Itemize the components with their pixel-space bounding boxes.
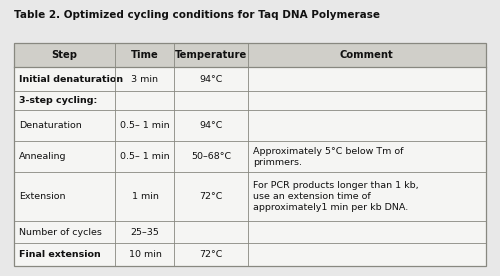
Text: Number of cycles: Number of cycles <box>18 228 102 237</box>
Bar <box>14 172 486 221</box>
Bar <box>14 43 486 266</box>
Bar <box>14 91 486 110</box>
Bar <box>14 141 486 172</box>
Text: 10 min: 10 min <box>128 250 162 259</box>
Bar <box>14 43 486 266</box>
Text: 94°C: 94°C <box>200 121 222 131</box>
Text: 1 min: 1 min <box>132 192 158 201</box>
Text: Annealing: Annealing <box>18 152 66 161</box>
Text: Extension: Extension <box>18 192 65 201</box>
Text: 3 min: 3 min <box>132 75 158 84</box>
Text: Initial denaturation: Initial denaturation <box>18 75 123 84</box>
Bar <box>14 43 486 67</box>
Text: 3-step cycling:: 3-step cycling: <box>18 96 97 105</box>
Bar <box>14 110 486 141</box>
Text: Comment: Comment <box>340 50 394 60</box>
Text: Time: Time <box>131 50 159 60</box>
Text: Denaturation: Denaturation <box>18 121 82 131</box>
Text: 0.5– 1 min: 0.5– 1 min <box>120 121 170 131</box>
Bar <box>14 221 486 243</box>
Text: Approximately 5°C below Tm of
primmers.: Approximately 5°C below Tm of primmers. <box>254 147 404 167</box>
Text: 72°C: 72°C <box>200 250 222 259</box>
Text: 72°C: 72°C <box>200 192 222 201</box>
Text: 94°C: 94°C <box>200 75 222 84</box>
Text: 25–35: 25–35 <box>130 228 160 237</box>
Text: 50–68°C: 50–68°C <box>191 152 231 161</box>
Text: Table 2. Optimized cycling conditions for Taq DNA Polymerase: Table 2. Optimized cycling conditions fo… <box>14 10 380 20</box>
Text: Temperature: Temperature <box>175 50 247 60</box>
Text: 0.5– 1 min: 0.5– 1 min <box>120 152 170 161</box>
Bar <box>14 243 486 266</box>
Bar <box>14 67 486 91</box>
Text: For PCR products longer than 1 kb,
use an extension time of
approximately1 min p: For PCR products longer than 1 kb, use a… <box>254 181 419 213</box>
Text: Final extension: Final extension <box>18 250 100 259</box>
Text: Step: Step <box>52 50 78 60</box>
